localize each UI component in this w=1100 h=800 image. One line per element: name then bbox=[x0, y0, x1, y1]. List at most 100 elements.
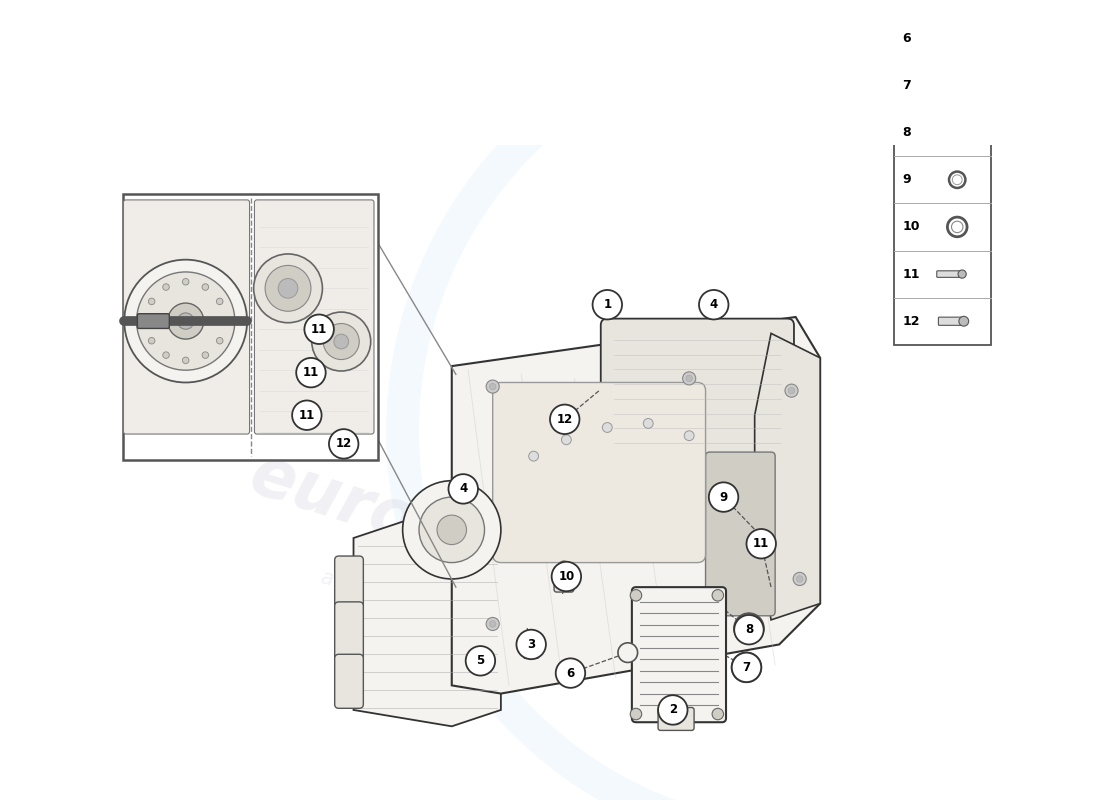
Circle shape bbox=[323, 323, 360, 359]
Circle shape bbox=[686, 633, 692, 639]
Circle shape bbox=[148, 298, 155, 305]
Circle shape bbox=[163, 284, 169, 290]
Circle shape bbox=[449, 474, 478, 504]
Text: a passion founded 1985: a passion founded 1985 bbox=[319, 568, 569, 639]
Circle shape bbox=[296, 358, 326, 387]
Text: 6: 6 bbox=[566, 666, 574, 680]
Circle shape bbox=[305, 314, 334, 344]
Circle shape bbox=[419, 497, 484, 562]
Circle shape bbox=[953, 175, 962, 185]
FancyBboxPatch shape bbox=[938, 317, 962, 326]
FancyBboxPatch shape bbox=[705, 452, 776, 616]
Circle shape bbox=[734, 615, 763, 645]
FancyBboxPatch shape bbox=[123, 200, 250, 434]
Circle shape bbox=[455, 481, 472, 497]
Circle shape bbox=[136, 272, 234, 370]
Circle shape bbox=[618, 643, 638, 662]
Circle shape bbox=[644, 418, 653, 428]
Polygon shape bbox=[954, 32, 969, 45]
Circle shape bbox=[143, 318, 150, 324]
Circle shape bbox=[183, 357, 189, 364]
Circle shape bbox=[630, 708, 641, 720]
Circle shape bbox=[486, 380, 499, 393]
FancyBboxPatch shape bbox=[631, 587, 726, 722]
Circle shape bbox=[952, 221, 962, 233]
PathPatch shape bbox=[386, 11, 750, 800]
Circle shape bbox=[163, 352, 169, 358]
Circle shape bbox=[747, 529, 776, 558]
Circle shape bbox=[561, 435, 571, 445]
Text: 8: 8 bbox=[745, 623, 754, 636]
Circle shape bbox=[124, 260, 248, 382]
FancyBboxPatch shape bbox=[334, 556, 363, 610]
Text: 301 01: 301 01 bbox=[911, 0, 975, 10]
Circle shape bbox=[683, 630, 695, 643]
Circle shape bbox=[670, 714, 682, 725]
Circle shape bbox=[486, 618, 499, 630]
Circle shape bbox=[683, 372, 695, 385]
Circle shape bbox=[217, 298, 223, 305]
Circle shape bbox=[254, 254, 322, 322]
Circle shape bbox=[183, 278, 189, 285]
Text: 8: 8 bbox=[902, 126, 911, 139]
FancyBboxPatch shape bbox=[939, 80, 960, 91]
Polygon shape bbox=[353, 506, 500, 726]
Text: 7: 7 bbox=[742, 661, 750, 674]
Circle shape bbox=[329, 429, 359, 458]
FancyBboxPatch shape bbox=[334, 654, 363, 708]
FancyBboxPatch shape bbox=[957, 78, 974, 94]
Text: 11: 11 bbox=[302, 366, 319, 379]
FancyBboxPatch shape bbox=[521, 634, 541, 644]
Circle shape bbox=[551, 562, 581, 591]
Text: 2: 2 bbox=[669, 703, 676, 717]
FancyBboxPatch shape bbox=[254, 200, 374, 434]
Circle shape bbox=[698, 290, 728, 319]
Circle shape bbox=[437, 515, 466, 545]
Circle shape bbox=[684, 430, 694, 441]
Circle shape bbox=[529, 451, 539, 461]
Text: 10: 10 bbox=[558, 570, 574, 583]
Circle shape bbox=[311, 312, 371, 371]
Circle shape bbox=[490, 383, 496, 390]
Circle shape bbox=[734, 614, 763, 643]
FancyBboxPatch shape bbox=[658, 707, 694, 730]
FancyBboxPatch shape bbox=[138, 314, 169, 329]
Text: 12: 12 bbox=[902, 314, 920, 328]
Circle shape bbox=[516, 630, 546, 659]
Polygon shape bbox=[452, 317, 821, 694]
Text: 12: 12 bbox=[557, 413, 573, 426]
Text: 11: 11 bbox=[299, 409, 315, 422]
Circle shape bbox=[953, 129, 961, 137]
FancyBboxPatch shape bbox=[894, 0, 991, 14]
FancyBboxPatch shape bbox=[473, 655, 486, 673]
Circle shape bbox=[558, 561, 570, 573]
FancyBboxPatch shape bbox=[334, 602, 363, 662]
Circle shape bbox=[740, 620, 757, 636]
Circle shape bbox=[177, 313, 194, 330]
FancyBboxPatch shape bbox=[894, 14, 991, 345]
Text: 5: 5 bbox=[476, 654, 484, 667]
Circle shape bbox=[712, 590, 724, 601]
Text: 4: 4 bbox=[459, 482, 468, 495]
Circle shape bbox=[958, 270, 966, 278]
Circle shape bbox=[550, 405, 580, 434]
Text: eurospares: eurospares bbox=[241, 442, 662, 634]
Circle shape bbox=[603, 422, 613, 433]
Text: 11: 11 bbox=[311, 322, 328, 336]
Circle shape bbox=[959, 316, 969, 326]
Text: 1: 1 bbox=[603, 298, 612, 311]
Circle shape bbox=[565, 668, 575, 678]
FancyBboxPatch shape bbox=[601, 318, 794, 458]
Circle shape bbox=[793, 573, 806, 586]
Circle shape bbox=[265, 266, 311, 311]
FancyBboxPatch shape bbox=[554, 566, 574, 592]
FancyBboxPatch shape bbox=[524, 638, 539, 658]
Circle shape bbox=[949, 171, 966, 188]
Circle shape bbox=[561, 664, 580, 682]
Text: 11: 11 bbox=[902, 267, 920, 281]
Circle shape bbox=[222, 318, 229, 324]
Circle shape bbox=[686, 375, 692, 382]
Text: 3: 3 bbox=[527, 638, 536, 651]
FancyBboxPatch shape bbox=[938, 34, 956, 42]
Polygon shape bbox=[755, 334, 821, 620]
